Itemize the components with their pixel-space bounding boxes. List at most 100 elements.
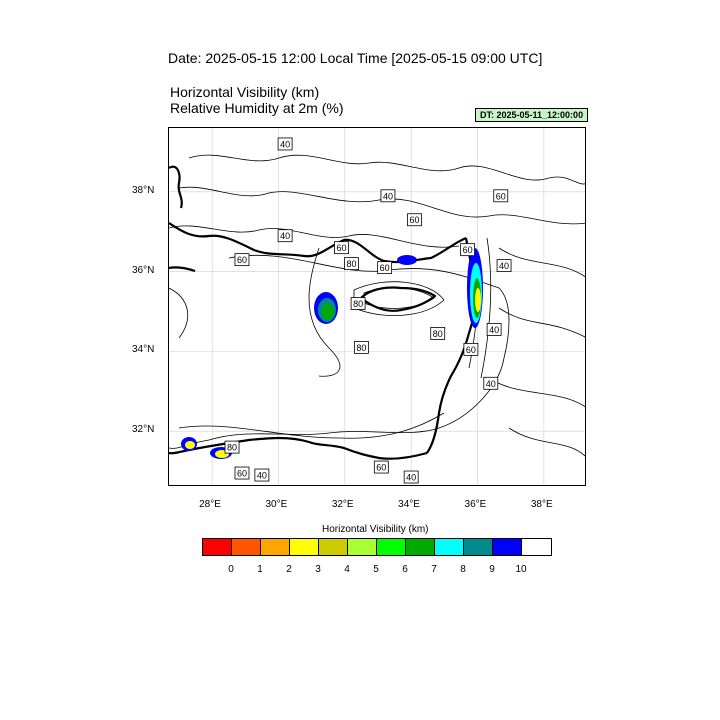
visibility-colorbar — [202, 538, 552, 556]
lat-tick-label: 32°N — [132, 424, 155, 436]
humidity-contour-east-1 — [498, 247, 585, 278]
lon-tick-label: 34°E — [398, 499, 420, 510]
map-panel: 40 40 60 60 40 60 60 80 60 60 40 80 80 40 80 60 40 80 60 40… — [168, 127, 586, 486]
humidity-contour-east-2 — [498, 307, 585, 338]
contour-label: 80 — [354, 340, 369, 354]
svg-text:40: 40 — [280, 231, 290, 241]
svg-text:40: 40 — [489, 325, 499, 335]
svg-text:60: 60 — [237, 255, 247, 265]
legend-title: Horizontal Visibility (km) — [322, 524, 429, 535]
colorbar-tick-label: 9 — [489, 564, 495, 575]
colorbar-swatch — [435, 539, 464, 555]
contour-label: 40 — [486, 323, 502, 336]
contour-label: 40 — [380, 189, 396, 203]
svg-text:40: 40 — [486, 379, 496, 389]
map-canvas: 40 40 60 60 40 60 60 80 60 60 40 80 80 40 80 60 40 80 60 40… — [169, 128, 585, 485]
lon-tick-label: 38°E — [530, 499, 553, 510]
humidity-contour-east-3 — [488, 377, 585, 408]
coastline-aegean-west — [169, 165, 183, 209]
svg-text:80: 80 — [227, 443, 237, 453]
svg-text:80: 80 — [346, 259, 356, 269]
contour-label: 60 — [234, 253, 250, 267]
colorbar-swatch — [261, 539, 290, 555]
svg-text:40: 40 — [383, 191, 393, 201]
contour-label: 60 — [460, 243, 475, 257]
humidity-contour-levant-2 — [480, 237, 492, 379]
svg-text:80: 80 — [353, 299, 363, 309]
contour-label: 60 — [234, 466, 250, 480]
contour-label: 40 — [483, 376, 499, 390]
colorbar-tick-label: 4 — [344, 564, 350, 575]
colorbar-swatch — [493, 539, 522, 555]
colorbar-swatch — [203, 539, 232, 555]
humidity-contour-north-1 — [188, 154, 585, 185]
visibility-blob-turkey — [397, 255, 417, 265]
svg-text:80: 80 — [433, 329, 443, 339]
svg-text:40: 40 — [280, 139, 290, 149]
colorbar-swatch — [290, 539, 319, 555]
humidity-contour-west — [169, 287, 188, 339]
coastline-egypt — [169, 436, 428, 460]
lat-tick-label: 38°N — [132, 184, 155, 196]
colorbar-tick-label: 1 — [257, 564, 263, 575]
contour-label: 40 — [277, 137, 293, 151]
variable-title-visibility: Horizontal Visibility (km) — [170, 84, 320, 100]
lon-tick-label: 36°E — [464, 499, 487, 510]
humidity-contour-cyprus-2 — [353, 281, 445, 316]
contour-label: 40 — [277, 229, 293, 243]
svg-text:80: 80 — [356, 343, 366, 353]
colorbar-swatch — [464, 539, 493, 555]
variable-title-humidity: Relative Humidity at 2m (%) — [170, 100, 344, 116]
colorbar-tick-label: 0 — [228, 564, 234, 575]
contour-label: 60 — [373, 460, 389, 474]
contour-label: 40 — [403, 470, 419, 484]
colorbar-swatch — [232, 539, 261, 555]
contour-label: 80 — [224, 440, 240, 454]
colorbar-swatch — [406, 539, 435, 555]
svg-text:60: 60 — [409, 215, 419, 225]
colorbar-swatch — [522, 539, 551, 555]
svg-text:60: 60 — [496, 191, 506, 201]
contour-label: 60 — [407, 213, 422, 227]
coastline-crete — [169, 266, 196, 273]
colorbar-tick-label: 2 — [286, 564, 292, 575]
contour-label: 40 — [496, 259, 512, 273]
humidity-contour-sea — [169, 254, 510, 449]
contour-label: 80 — [430, 327, 446, 340]
coastline-cyprus — [359, 286, 437, 312]
humidity-contour-north-2 — [178, 186, 585, 225]
colorbar-swatch — [319, 539, 348, 555]
contour-label: 60 — [463, 342, 479, 356]
humidity-contour-inner — [308, 247, 341, 377]
contour-labels: 40 40 60 60 40 60 60 80 60 60 40 80 80 40 80 60 40 80 60 40… — [224, 137, 512, 484]
humidity-contour-north-3 — [169, 225, 460, 248]
plot-date-title: Date: 2025-05-15 12:00 Local Time [2025-… — [168, 50, 543, 66]
svg-text:60: 60 — [237, 469, 247, 479]
humidity-contour-south — [178, 412, 445, 439]
colorbar-tick-label: 10 — [515, 564, 527, 575]
contour-label: 60 — [334, 241, 349, 255]
svg-text:40: 40 — [499, 261, 509, 271]
lon-tick-label: 30°E — [265, 499, 288, 510]
lon-tick-label: 32°E — [331, 499, 354, 510]
colorbar-tick-label: 3 — [315, 564, 321, 575]
colorbar-tick-label: 6 — [402, 564, 408, 575]
contour-label: 40 — [254, 468, 270, 482]
svg-text:60: 60 — [337, 243, 347, 253]
svg-text:60: 60 — [463, 245, 473, 255]
coastline-turkey-south — [169, 222, 467, 264]
contour-label: 80 — [344, 257, 359, 271]
colorbar-swatch — [348, 539, 377, 555]
contour-label: 80 — [350, 297, 366, 310]
svg-text:60: 60 — [376, 463, 386, 473]
contour-label: 60 — [493, 189, 509, 203]
colorbar-tick-label: 5 — [373, 564, 379, 575]
colorbar-swatch — [377, 539, 406, 555]
lat-tick-label: 36°N — [132, 264, 155, 276]
svg-text:60: 60 — [380, 263, 390, 273]
contour-label: 60 — [377, 261, 393, 275]
colorbar-tick-label: 8 — [460, 564, 466, 575]
lat-tick-label: 34°N — [132, 344, 155, 356]
humidity-contour-east-4 — [508, 427, 585, 457]
lon-tick-label: 28°E — [199, 499, 221, 510]
